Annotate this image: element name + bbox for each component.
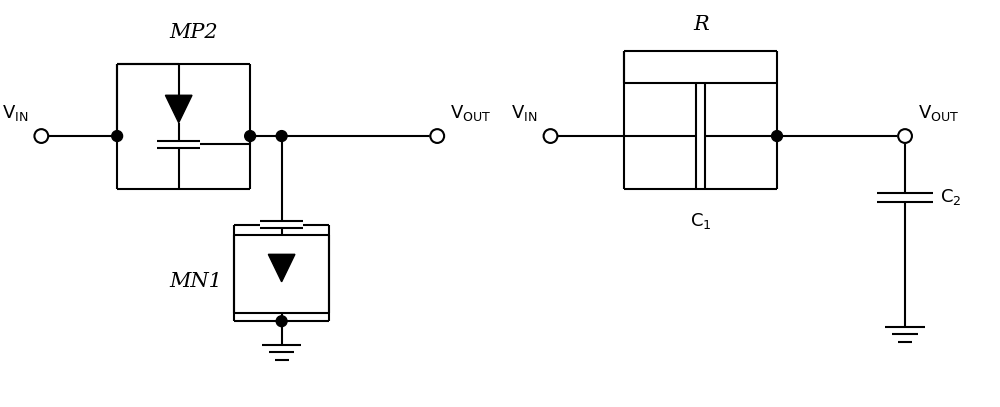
Circle shape bbox=[544, 129, 557, 143]
Circle shape bbox=[34, 129, 48, 143]
Text: $\rm V_{OUT}$: $\rm V_{OUT}$ bbox=[918, 103, 959, 123]
Circle shape bbox=[276, 131, 287, 142]
Circle shape bbox=[430, 129, 444, 143]
Circle shape bbox=[276, 316, 287, 326]
Polygon shape bbox=[165, 95, 192, 123]
Text: $\rm V_{IN}$: $\rm V_{IN}$ bbox=[2, 103, 29, 123]
Circle shape bbox=[772, 131, 782, 142]
Circle shape bbox=[112, 131, 123, 142]
Text: MP2: MP2 bbox=[169, 24, 218, 42]
Text: $\rm V_{IN}$: $\rm V_{IN}$ bbox=[511, 103, 538, 123]
Text: $\rm C_1$: $\rm C_1$ bbox=[690, 211, 711, 231]
Text: R: R bbox=[693, 15, 709, 34]
Text: $\rm C_2$: $\rm C_2$ bbox=[940, 187, 961, 207]
Circle shape bbox=[898, 129, 912, 143]
Polygon shape bbox=[268, 254, 295, 282]
Circle shape bbox=[245, 131, 256, 142]
Text: $\rm V_{OUT}$: $\rm V_{OUT}$ bbox=[450, 103, 491, 123]
Text: MN1: MN1 bbox=[170, 272, 223, 291]
